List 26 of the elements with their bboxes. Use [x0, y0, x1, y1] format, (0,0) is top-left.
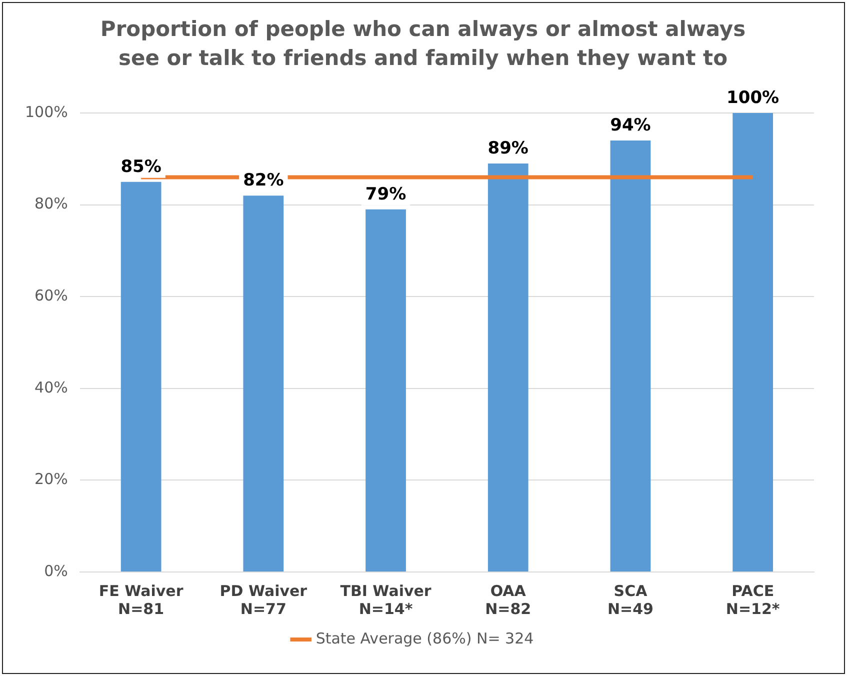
bar	[120, 182, 162, 572]
bar	[732, 113, 774, 572]
y-tick-label: 60%	[34, 286, 68, 304]
data-label: 85%	[120, 156, 162, 177]
bar	[610, 140, 651, 572]
data-label: 94%	[610, 115, 651, 136]
data-label: 82%	[243, 170, 284, 191]
y-tick-label: 100%	[24, 102, 68, 121]
data-label: 89%	[488, 138, 528, 158]
bar	[488, 163, 528, 572]
x-tick-label: FE Waiver N=81	[98, 582, 184, 618]
x-tick-label: SCA N=49	[607, 582, 654, 618]
y-tick-label: 20%	[34, 470, 68, 488]
bar	[366, 209, 406, 572]
y-tick-label: 40%	[34, 378, 68, 396]
data-label: 100%	[726, 88, 780, 108]
data-label: 79%	[365, 184, 406, 204]
legend-label: State Average (86%) N= 324	[316, 629, 534, 648]
x-tick-label: OAA N=82	[485, 582, 532, 618]
bar	[243, 196, 284, 572]
x-tick-label: PACE N=12*	[726, 582, 780, 618]
y-tick-label: 80%	[34, 194, 68, 213]
chart-title: Proportion of people who can always or almost always see or talk to friends and family when they want to	[99, 16, 747, 72]
x-tick-label: TBI Waiver N=14*	[340, 582, 432, 618]
x-tick-label: PD Waiver N=77	[220, 582, 308, 618]
y-tick-label: 0%	[44, 562, 68, 580]
